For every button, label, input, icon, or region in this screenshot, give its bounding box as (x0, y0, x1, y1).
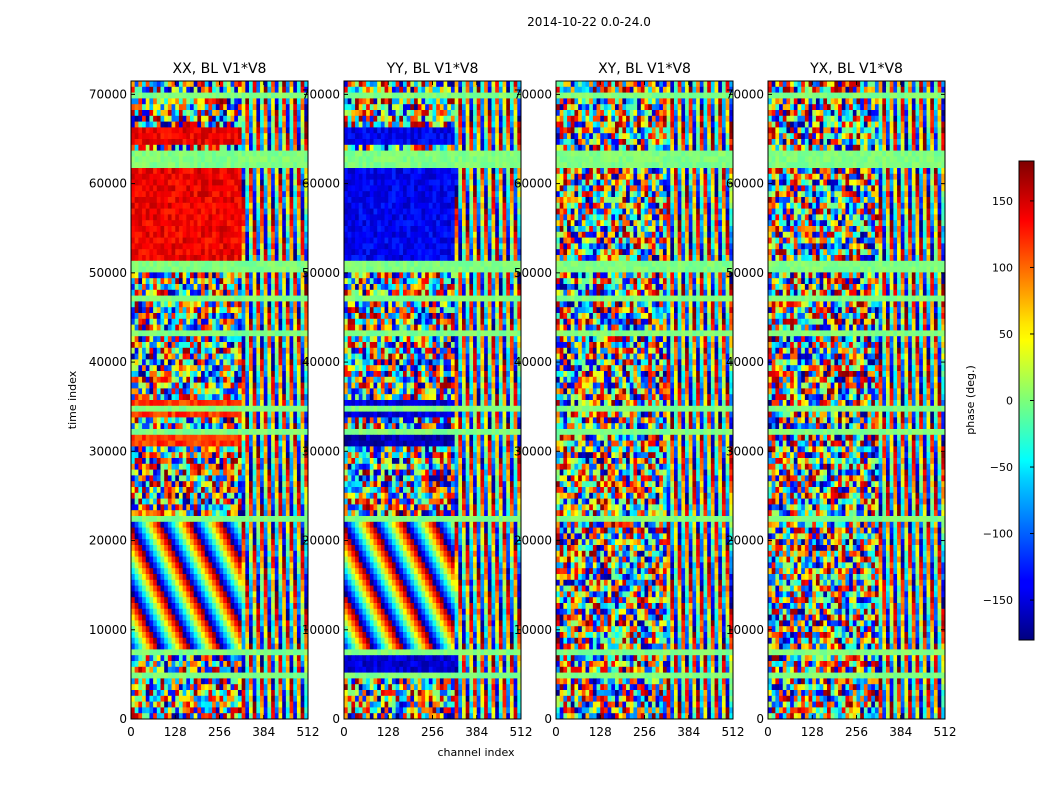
colorbar-tick-label: −50 (990, 461, 1013, 474)
y-tick-label: 50000 (514, 266, 552, 280)
y-tick-label: 30000 (514, 444, 552, 458)
y-tick-label: 0 (332, 712, 340, 726)
y-tick-label: 60000 (514, 177, 552, 191)
y-tick-label: 20000 (302, 534, 340, 548)
colorbar-tick-label: −100 (983, 528, 1013, 541)
y-tick-label: 60000 (302, 177, 340, 191)
x-tick-label: 256 (421, 725, 444, 739)
y-tick-label: 30000 (89, 444, 127, 458)
x-tick-label: 256 (633, 725, 656, 739)
y-tick-label: 20000 (726, 534, 764, 548)
x-tick-label: 384 (465, 725, 488, 739)
y-tick-label: 10000 (302, 623, 340, 637)
colorbar-tick-label: 0 (1006, 395, 1013, 408)
panel-title: YY, BL V1*V8 (386, 61, 479, 77)
y-tick-label: 20000 (89, 534, 127, 548)
colorbar: −150 −100 −50 0 50 100 150 phase (deg.) (964, 160, 1035, 641)
y-tick-label: 10000 (726, 623, 764, 637)
x-tick-label: 128 (801, 725, 824, 739)
x-tick-label: 0 (127, 725, 135, 739)
y-tick-label: 70000 (89, 87, 127, 101)
panel-title: YX, BL V1*V8 (809, 61, 903, 77)
y-tick-label: 0 (544, 712, 552, 726)
x-tick-label: 384 (252, 725, 275, 739)
colorbar-label: phase (deg.) (964, 365, 977, 435)
x-tick-label: 512 (934, 725, 957, 739)
y-tick-label: 50000 (726, 266, 764, 280)
x-tick-label: 128 (589, 725, 612, 739)
y-tick-label: 40000 (726, 355, 764, 369)
y-tick-label: 50000 (302, 266, 340, 280)
y-tick-label: 0 (119, 712, 127, 726)
heatmap-image (768, 81, 945, 719)
x-tick-label: 128 (164, 725, 187, 739)
panel-1: XX, BL V1*V8 0 128 256 384 512 0 10000 20000 3000… (89, 61, 320, 739)
x-axis-label: channel index (437, 746, 515, 759)
x-tick-label: 384 (677, 725, 700, 739)
panel-title: XX, BL V1*V8 (173, 61, 267, 77)
y-tick-label: 0 (756, 712, 764, 726)
x-tick-label: 0 (340, 725, 348, 739)
x-tick-label: 512 (510, 725, 533, 739)
y-tick-label: 40000 (514, 355, 552, 369)
panel-3: XY, BL V1*V8 0 128 256 384 512 0 10000 20000 3000… (514, 61, 745, 739)
panel-4: YX, BL V1*V8 0 128 256 384 512 0 10000 20000 3000… (726, 61, 957, 739)
heatmap-image (344, 81, 521, 719)
x-tick-label: 384 (889, 725, 912, 739)
y-tick-label: 30000 (302, 444, 340, 458)
y-tick-label: 70000 (302, 87, 340, 101)
panel-2: YY, BL V1*V8 0 128 256 384 512 0 10000 20000 3000… (302, 61, 533, 739)
x-tick-label: 512 (722, 725, 745, 739)
x-tick-label: 256 (208, 725, 231, 739)
colorbar-tick-label: 150 (992, 195, 1013, 208)
y-tick-label: 10000 (514, 623, 552, 637)
heatmap-image (556, 81, 733, 719)
y-tick-label: 10000 (89, 623, 127, 637)
y-tick-label: 60000 (726, 177, 764, 191)
y-tick-label: 70000 (514, 87, 552, 101)
colorbar-tick-label: −150 (983, 594, 1013, 607)
y-tick-label: 20000 (514, 534, 552, 548)
figure-suptitle: 2014-10-22 0.0-24.0 (527, 15, 651, 29)
x-tick-label: 0 (552, 725, 560, 739)
x-tick-label: 256 (845, 725, 868, 739)
colorbar-tick-label: 50 (999, 328, 1013, 341)
x-tick-label: 0 (764, 725, 772, 739)
heatmap-image (131, 81, 308, 719)
x-tick-label: 128 (377, 725, 400, 739)
x-tick-label: 512 (297, 725, 320, 739)
y-tick-label: 40000 (89, 355, 127, 369)
y-tick-label: 70000 (726, 87, 764, 101)
y-axis-label: time index (66, 370, 79, 429)
y-tick-label: 40000 (302, 355, 340, 369)
panels-group: XX, BL V1*V8 0 128 256 384 512 0 10000 20000 3000… (89, 61, 957, 739)
colorbar-tick-label: 100 (992, 261, 1013, 274)
y-tick-label: 60000 (89, 177, 127, 191)
y-tick-label: 50000 (89, 266, 127, 280)
panel-title: XY, BL V1*V8 (598, 61, 691, 77)
y-tick-label: 30000 (726, 444, 764, 458)
